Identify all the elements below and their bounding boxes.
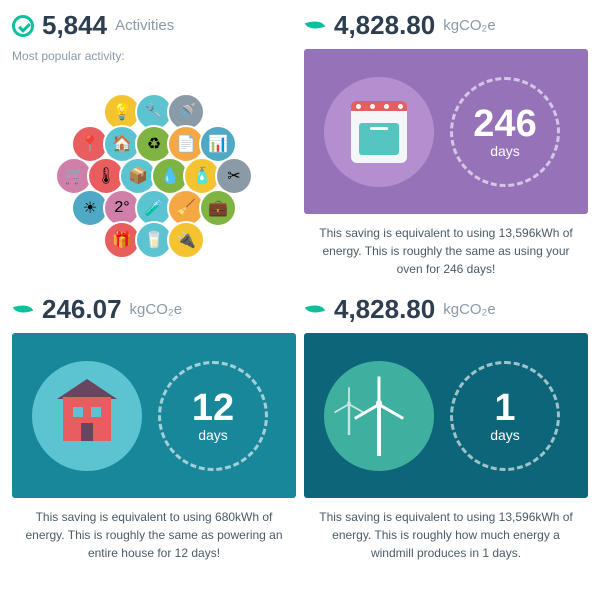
house-days-value: 12 — [192, 389, 234, 427]
leaf-icon — [304, 299, 326, 321]
house-card: 12 days — [12, 333, 296, 498]
turbine-days-value: 1 — [494, 389, 515, 427]
check-icon — [12, 15, 34, 37]
house-illustration — [32, 361, 142, 471]
popular-subtitle: Most popular activity: — [12, 49, 296, 63]
oven-cell: 4,828.80 kgCO₂e 246 days This saving is … — [304, 6, 588, 282]
turbine-card: 1 days — [304, 333, 588, 498]
turbine-header: 4,828.80 kgCO₂e — [304, 290, 588, 333]
house-co2-unit: kgCO₂e — [130, 301, 183, 318]
house-co2-value: 246.07 — [42, 294, 122, 325]
oven-description: This saving is equivalent to using 13,59… — [304, 214, 588, 282]
turbine-co2-value: 4,828.80 — [334, 294, 435, 325]
house-days-ring: 12 days — [158, 361, 268, 471]
activities-value: 5,844 — [42, 10, 107, 41]
turbine-icon — [344, 376, 414, 456]
oven-card: 246 days — [304, 49, 588, 214]
turbine-illustration — [324, 361, 434, 471]
stats-grid: 5,844 Activities Most popular activity: … — [0, 0, 600, 580]
activity-bubble-cluster: 💡🔧🚿📍🏠♻📄📊🛒🌡📦💧🧴✂☀2°🧪🧹💼🎁🥛🔌 — [34, 71, 274, 281]
turbine-description: This saving is equivalent to using 13,59… — [304, 498, 588, 566]
leaf-icon — [12, 299, 34, 321]
oven-days-ring: 246 days — [450, 77, 560, 187]
house-header: 246.07 kgCO₂e — [12, 290, 296, 333]
oven-illustration — [324, 77, 434, 187]
turbine-co2-unit: kgCO₂e — [443, 301, 496, 318]
activities-unit: Activities — [115, 17, 174, 34]
oven-days-label: days — [490, 143, 520, 159]
oven-co2-value: 4,828.80 — [334, 10, 435, 41]
activity-bubble: 💼 — [199, 189, 237, 227]
turbine-cell: 4,828.80 kgCO₂e 1 days This saving is eq… — [304, 290, 588, 566]
house-description: This saving is equivalent to using 680kW… — [12, 498, 296, 566]
oven-icon — [351, 101, 407, 163]
leaf-icon — [304, 15, 326, 37]
oven-co2-unit: kgCO₂e — [443, 17, 496, 34]
house-cell: 246.07 kgCO₂e 12 days This saving is equ… — [12, 290, 296, 566]
activities-cell: 5,844 Activities Most popular activity: … — [12, 6, 296, 282]
oven-days-value: 246 — [473, 105, 536, 143]
house-icon — [57, 391, 117, 441]
turbine-days-label: days — [490, 427, 520, 443]
activities-header: 5,844 Activities — [12, 6, 296, 49]
turbine-days-ring: 1 days — [450, 361, 560, 471]
oven-header: 4,828.80 kgCO₂e — [304, 6, 588, 49]
house-days-label: days — [198, 427, 228, 443]
activity-bubble: 🔌 — [167, 221, 205, 259]
